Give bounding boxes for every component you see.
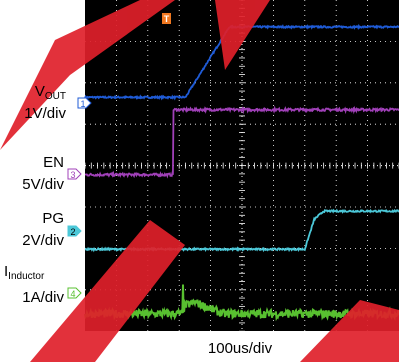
pg-label: PG — [42, 210, 64, 227]
trigger-marker: T — [162, 13, 171, 24]
vout-subscript: OUT — [44, 91, 66, 102]
ch4-marker: 4 — [67, 287, 82, 299]
inductor-main: I — [4, 263, 9, 280]
pg-scale: 2V/div — [22, 232, 64, 249]
ch3-marker-label: 3 — [70, 170, 75, 180]
trace-en — [85, 105, 399, 179]
en-label: EN — [43, 154, 64, 171]
ch1-marker-label: 1 — [80, 99, 85, 109]
ch3-marker: 3 — [67, 168, 82, 180]
inductor-scale: 1A/div — [22, 289, 64, 306]
channel-markers: T 1 3 2 4 — [67, 13, 171, 299]
trigger-marker-label: T — [164, 14, 170, 24]
inductor-subscript: Inductor — [8, 271, 45, 282]
ch2-marker-label: 2 — [70, 227, 75, 237]
grid — [84, 0, 399, 332]
vout-scale: 1V/div — [24, 105, 66, 122]
time-scale: 100us/div — [207, 340, 273, 357]
trace-iinductor — [84, 284, 399, 322]
vout-label: VOUT — [2, 83, 66, 102]
ch4-marker-label: 4 — [70, 289, 75, 299]
vout-main: V — [34, 83, 45, 100]
inductor-label: IInductor — [4, 263, 66, 282]
ch1-marker: 1 — [77, 97, 92, 109]
en-scale: 5V/div — [22, 176, 64, 193]
ch2-marker: 2 — [67, 225, 82, 237]
